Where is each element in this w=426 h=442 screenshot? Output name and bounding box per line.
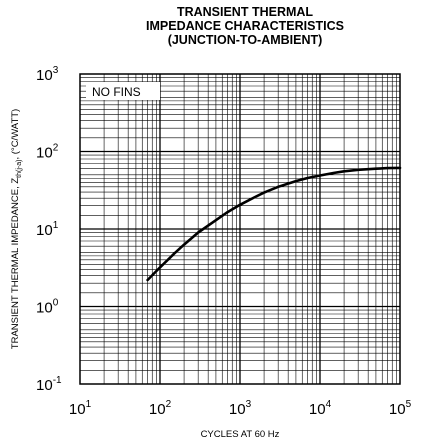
y-tick-exp: 1 (53, 220, 59, 231)
series-layer (146, 166, 402, 282)
y-axis-label-subscript: th(j-a) (16, 160, 23, 178)
x-tick-label: 105 (389, 399, 412, 418)
x-tick-label: 104 (309, 399, 332, 418)
x-tick-base: 10 (149, 401, 166, 418)
grid-major (80, 74, 400, 384)
x-tick-label: 103 (229, 399, 252, 418)
y-tick-label: 10-1 (36, 375, 62, 394)
y-tick-base: 10 (36, 67, 53, 84)
x-tick-labels: 101 102 103 104 105 (69, 399, 412, 418)
y-tick-label: 100 (36, 298, 59, 317)
y-tick-base: 10 (36, 222, 53, 239)
title-line-1: TRANSIENT THERMAL (177, 5, 313, 19)
y-tick-label: 103 (36, 65, 59, 84)
y-tick-exp: 0 (53, 298, 59, 309)
x-tick-label: 102 (149, 399, 172, 418)
y-tick-base: 10 (36, 145, 53, 162)
y-axis-label-unit: , (°C/WATT) (10, 109, 21, 160)
annotation-text: NO FINS (92, 85, 141, 99)
x-tick-exp: 5 (406, 399, 412, 410)
x-tick-base: 10 (229, 401, 246, 418)
y-axis-label-main: TRANSIENT THERMAL IMPEDANCE, Z (10, 178, 21, 350)
plot-frame (79, 73, 401, 385)
series-line-0 (146, 166, 402, 282)
x-tick-exp: 2 (166, 399, 172, 410)
x-tick-exp: 3 (246, 399, 252, 410)
x-tick-base: 10 (309, 401, 326, 418)
y-tick-exp: 3 (53, 65, 59, 76)
annotation-box (86, 82, 160, 100)
x-tick-base: 10 (69, 401, 86, 418)
y-tick-label: 101 (36, 220, 59, 239)
x-tick-label: 101 (69, 399, 92, 418)
x-tick-exp: 4 (326, 399, 332, 410)
y-tick-exp: -1 (53, 375, 62, 386)
title-line-2: IMPEDANCE CHARACTERISTICS (146, 19, 344, 33)
x-tick-base: 10 (389, 401, 406, 418)
title-line-3: (JUNCTION-TO-AMBIENT) (168, 33, 323, 47)
y-axis-label: TRANSIENT THERMAL IMPEDANCE, Zth(j-a), (… (10, 109, 23, 349)
y-tick-exp: 2 (53, 143, 59, 154)
annotation-no-fins: NO FINS (86, 82, 160, 100)
x-tick-exp: 1 (86, 399, 92, 410)
y-tick-base: 10 (36, 300, 53, 317)
y-tick-base: 10 (36, 377, 53, 394)
y-tick-label: 102 (36, 143, 59, 162)
x-axis-label: CYCLES AT 60 Hz (201, 429, 280, 440)
chart-title: TRANSIENT THERMAL IMPEDANCE CHARACTERIST… (146, 5, 344, 47)
